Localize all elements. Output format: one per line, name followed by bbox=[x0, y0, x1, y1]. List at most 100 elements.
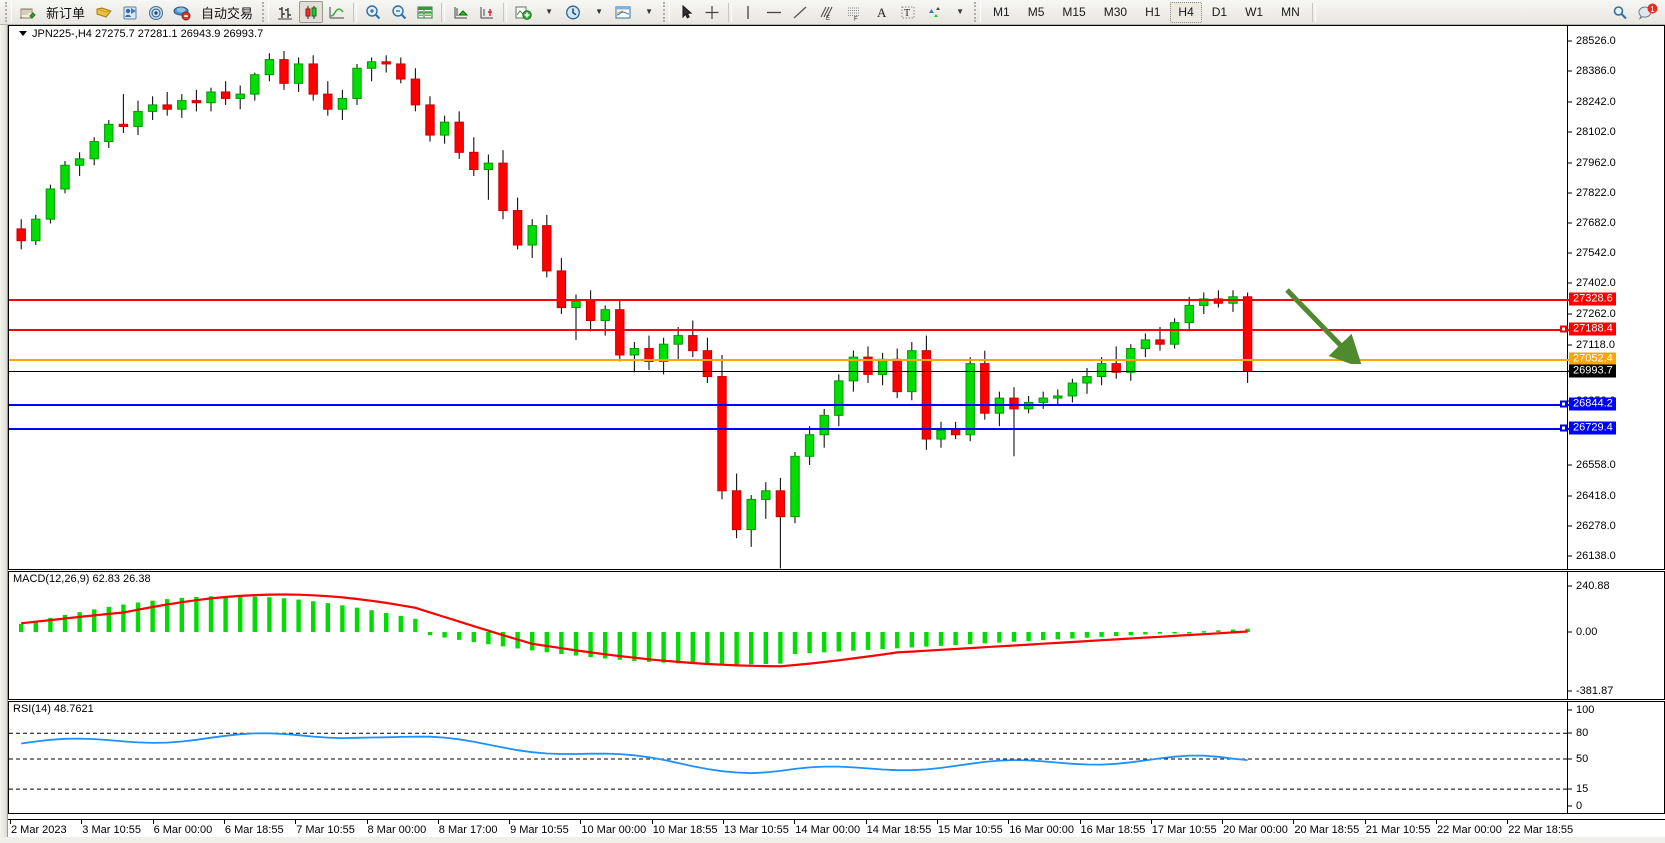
new-order-button[interactable]: 新订单 bbox=[41, 1, 90, 23]
macd-label: MACD(12,26,9) 62.83 26.38 bbox=[13, 573, 151, 585]
trendline-icon[interactable] bbox=[788, 1, 812, 23]
price-tick bbox=[1568, 40, 1572, 42]
price-tick-label: 27962.0 bbox=[1576, 156, 1616, 169]
zoom-in-icon[interactable] bbox=[361, 1, 385, 23]
price-tick bbox=[1568, 70, 1572, 72]
time-tick bbox=[223, 820, 225, 824]
macd-pane[interactable]: MACD(12,26,9) 62.83 26.38 240.88 0.00 -381… bbox=[8, 571, 1665, 700]
time-tick bbox=[794, 820, 796, 824]
auto-trading-button[interactable]: 自动交易 bbox=[196, 1, 258, 23]
price-pane[interactable]: JPN225-,H4 27275.7 27281.1 26943.9 26993… bbox=[8, 25, 1665, 570]
fibonacci-icon[interactable]: F bbox=[842, 1, 868, 23]
chart-window: JPN225-,H4 27275.7 27281.1 26943.9 26993… bbox=[0, 25, 1665, 843]
timeframe-m5[interactable]: M5 bbox=[1027, 5, 1045, 19]
auto-trading-icon[interactable] bbox=[170, 1, 194, 23]
price-tick-label: 26138.0 bbox=[1576, 549, 1616, 562]
timeframe-h1[interactable]: H1 bbox=[1145, 5, 1161, 19]
price-tick-label: 28242.0 bbox=[1576, 96, 1616, 109]
shapes-icon[interactable] bbox=[922, 1, 946, 23]
time-scale[interactable]: 2 Mar 2023 3 Mar 10:55 6 Mar 00:00 6 Mar 18… bbox=[8, 819, 1665, 843]
price-line-resistance[interactable] bbox=[9, 329, 1569, 332]
macd-tick-label: -381.87 bbox=[1576, 685, 1614, 697]
chart-shift-icon[interactable] bbox=[475, 1, 499, 23]
time-tick bbox=[1436, 820, 1437, 824]
time-tick bbox=[1222, 820, 1224, 824]
signal-icon[interactable] bbox=[144, 1, 168, 23]
price-line-handle[interactable] bbox=[1560, 400, 1567, 408]
price-line-tag[interactable]: 27052.4 bbox=[1569, 352, 1616, 366]
price-scale[interactable]: 28526.0 28386.0 28242.0 28102.0 27962.0 27822… bbox=[1567, 26, 1664, 569]
time-tick-label: 3 Mar 10:55 bbox=[82, 824, 141, 836]
price-line-support[interactable] bbox=[9, 403, 1569, 406]
data-window-icon[interactable] bbox=[413, 1, 437, 23]
time-tick bbox=[936, 820, 938, 824]
elliott-wave-icon[interactable]: E bbox=[814, 1, 840, 23]
horizontal-line-icon[interactable] bbox=[762, 1, 786, 23]
line-chart-icon[interactable] bbox=[325, 1, 349, 23]
templates-icon[interactable] bbox=[611, 1, 635, 23]
add-indicator-icon[interactable] bbox=[511, 1, 535, 23]
price-line-last-price[interactable] bbox=[9, 371, 1569, 373]
add-indicator-dropdown[interactable]: ▼ bbox=[537, 1, 559, 23]
time-tick bbox=[81, 820, 83, 824]
price-line-pivot[interactable] bbox=[9, 358, 1569, 361]
bar-chart-icon[interactable] bbox=[273, 1, 297, 23]
svg-text:T: T bbox=[904, 8, 910, 19]
candlestick-chart-icon[interactable] bbox=[299, 1, 324, 23]
time-tick-label: 14 Mar 00:00 bbox=[795, 824, 861, 836]
chart-menu-triangle-icon[interactable] bbox=[19, 31, 27, 36]
vertical-line-icon[interactable] bbox=[736, 1, 760, 23]
new-order-icon[interactable] bbox=[16, 1, 39, 23]
timeframe-h4[interactable]: H4 bbox=[1170, 1, 1202, 23]
main-toolbar: 新订单 自动交易 bbox=[0, 0, 1665, 25]
text-label-icon[interactable]: T bbox=[896, 1, 920, 23]
time-tick-label: 15 Mar 10:55 bbox=[937, 824, 1003, 836]
price-line-handle[interactable] bbox=[1560, 424, 1567, 432]
templates-dropdown[interactable]: ▼ bbox=[637, 1, 659, 23]
cursor-icon[interactable] bbox=[674, 1, 698, 23]
profile-icon[interactable] bbox=[118, 1, 142, 23]
timeframe-w1[interactable]: W1 bbox=[1245, 5, 1264, 19]
down-trend-arrow[interactable] bbox=[1281, 284, 1371, 364]
svg-text:E: E bbox=[826, 16, 830, 21]
chart-window-grip[interactable] bbox=[0, 25, 8, 843]
price-line-tag[interactable]: 26729.4 bbox=[1569, 421, 1616, 435]
price-line-tag[interactable]: 26993.7 bbox=[1569, 364, 1616, 378]
timeframe-m1[interactable]: M1 bbox=[993, 5, 1010, 19]
price-line-resistance[interactable] bbox=[9, 299, 1569, 302]
crosshair-icon[interactable] bbox=[700, 1, 724, 23]
price-tick-label: 26278.0 bbox=[1576, 519, 1616, 532]
price-tick bbox=[1568, 344, 1572, 346]
timeframe-mn[interactable]: MN bbox=[1281, 5, 1300, 19]
time-tick bbox=[1293, 820, 1295, 824]
period-dropdown[interactable]: ▼ bbox=[587, 1, 609, 23]
time-tick-label: 16 Mar 18:55 bbox=[1080, 824, 1146, 836]
timeframe-d1[interactable]: D1 bbox=[1211, 5, 1228, 19]
folder-icon[interactable] bbox=[92, 1, 116, 23]
shapes-dropdown[interactable]: ▼ bbox=[948, 1, 970, 23]
toolbar-grip-3[interactable] bbox=[663, 2, 671, 22]
zoom-out-icon[interactable] bbox=[387, 1, 411, 23]
price-line-support[interactable] bbox=[9, 428, 1569, 431]
price-line-tag[interactable]: 26844.2 bbox=[1569, 397, 1616, 411]
alerts-icon[interactable]: 1 bbox=[1634, 1, 1662, 23]
timeframe-m30[interactable]: M30 bbox=[1103, 5, 1128, 19]
time-tick bbox=[1364, 820, 1366, 824]
rsi-pane[interactable]: RSI(14) 48.7621 100 80 50 15 0 bbox=[8, 701, 1665, 814]
price-line-tag[interactable]: 27328.6 bbox=[1569, 292, 1616, 306]
toolbar-grip-2[interactable] bbox=[262, 2, 270, 22]
price-tick bbox=[1568, 525, 1572, 527]
price-line-tag[interactable]: 27188.4 bbox=[1569, 322, 1616, 336]
auto-scroll-icon[interactable] bbox=[449, 1, 473, 23]
text-icon[interactable]: A bbox=[870, 1, 894, 23]
price-tick bbox=[1568, 222, 1572, 224]
time-tick-label: 6 Mar 18:55 bbox=[224, 824, 284, 836]
period-icon[interactable] bbox=[561, 1, 585, 23]
search-icon[interactable] bbox=[1608, 1, 1632, 23]
timeframe-m15[interactable]: M15 bbox=[1062, 5, 1086, 19]
price-line-handle[interactable] bbox=[1560, 325, 1567, 333]
price-tick bbox=[1568, 495, 1572, 497]
toolbar-grip-4[interactable] bbox=[974, 2, 982, 22]
time-tick bbox=[1150, 820, 1152, 824]
toolbar-grip[interactable] bbox=[5, 2, 12, 22]
